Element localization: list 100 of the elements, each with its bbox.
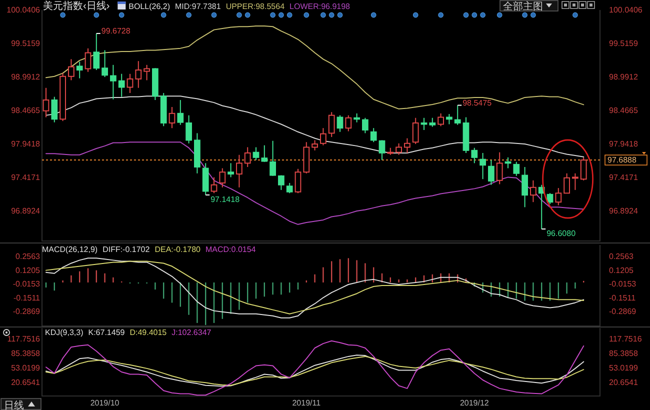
candlestick [261,144,268,162]
y2-tick-label: 20.6541 [609,378,638,387]
candlestick [580,156,587,181]
y-tick-label: 53.0199 [11,363,41,372]
annotation: 98.5475 [462,98,492,108]
candlestick [51,96,58,123]
y2-tick-label: -0.1511 [609,293,636,302]
candlestick [370,128,377,143]
candlestick [186,114,192,144]
y2-tick-label: 53.0199 [609,363,638,372]
line-series [46,340,584,396]
candlestick [278,174,284,190]
candlestick [396,142,402,156]
legend-title: MACD(26,12,9) [42,245,98,254]
y2-tick-label: 97.4171 [609,172,638,182]
candlestick [76,61,83,79]
candlestick [564,172,570,194]
y2-tick-label: 0.1205 [609,266,634,275]
candlestick [412,117,419,145]
x-tick-label: 2019/11 [292,398,322,408]
candlestick [438,112,444,127]
candlestick [202,162,209,196]
y2-tick-label: -0.0153 [609,280,637,289]
candlestick [286,182,293,194]
line-series [46,142,584,225]
candlestick [572,172,578,190]
candlestick [42,87,50,118]
candlestick [210,176,218,194]
text: UPPER:98.5564 [226,2,286,11]
y-tick-label: 97.4171 [11,172,41,182]
y-tick-label: 117.7516 [7,334,41,344]
y2-tick-label: -0.2869 [609,307,637,316]
text: J:102.6347 [172,328,212,337]
candlestick [219,168,226,188]
chart-title: 美元指数‹日线› [43,0,110,12]
candlestick [336,114,344,132]
y-tick-label: 20.6541 [11,378,41,387]
annotation: 96.6080 [546,229,576,238]
y2-tick-label: 98.9912 [609,72,638,82]
text: MID:97.7381 [175,2,222,11]
candlestick [144,64,150,81]
annotation: 97.1418 [210,194,240,204]
y2-tick-label: 99.5159 [609,38,638,48]
candlestick [496,152,503,185]
y2-tick-label: 100.0406 [609,6,643,14]
text: 日线 [4,399,24,410]
text: K:67.1459 [88,328,126,337]
y2-tick-label: 97.6888 [608,156,637,165]
y2-tick-label: 98.4665 [609,106,638,115]
candlestick [252,146,260,160]
candlestick [294,168,302,194]
candlestick [345,114,352,132]
y2-tick-label: 85.3858 [609,349,638,358]
candlestick [530,180,536,203]
candlestick [126,73,134,94]
annotation: MACD:0.0154 [206,245,256,254]
y-tick-label: -0.1511 [13,293,41,302]
candlestick [135,60,142,88]
candlestick [68,58,74,81]
y-tick-label: 97.9418 [11,139,41,148]
legend-title: KDJ(9,3,3) [45,328,84,337]
y-tick-label: 98.9912 [11,72,41,82]
candlestick [236,154,242,188]
candlestick [378,140,386,160]
candlestick [168,106,176,129]
text: D:49.4015 [130,328,168,337]
candlestick [362,117,368,134]
candlestick [177,100,184,126]
candlestick [454,104,461,126]
line-series [46,96,584,158]
y-tick-label: 96.8924 [11,206,41,216]
x-tick-label: 2019/10 [90,398,120,408]
y2-tick-label: 0.2563 [609,252,634,262]
y-tick-label: 99.5159 [11,38,41,48]
text: LOWER:96.9198 [290,2,351,11]
y-tick-label: 85.3858 [11,349,41,358]
candlestick [328,112,335,138]
candlestick [93,32,100,71]
y-tick-label: 100.0406 [6,6,41,14]
y2-tick-label: 97.9418 [609,139,638,148]
candlestick [513,161,520,176]
y-tick-label: 0.1205 [16,266,41,275]
y-tick-label: 98.4665 [11,106,41,115]
annotation: 全部主图 [503,0,543,12]
candlestick [471,147,478,164]
candlestick [312,140,318,151]
y-tick-label: -0.2869 [12,307,41,316]
y-tick-label: 0.2563 [16,252,41,262]
candlestick [228,162,234,178]
candlestick [118,73,125,98]
candlestick [84,48,92,72]
x-tick-label: 2019/12 [460,398,490,408]
series-label: DEA:-0.1780 [154,245,202,254]
annotation: 99.6728 [101,26,131,36]
candlestick [555,188,562,206]
candlestick [404,138,410,154]
candlestick [480,152,486,180]
y2-tick-label: 96.8924 [609,206,638,216]
legend-title: BOLL(26,2) [128,2,170,11]
line-series [46,25,584,110]
